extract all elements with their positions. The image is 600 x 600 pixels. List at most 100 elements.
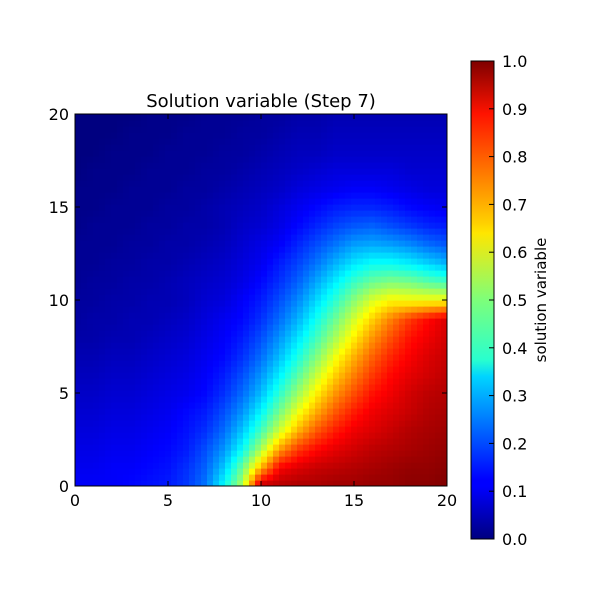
heatmap-cell: [177, 186, 184, 193]
heatmap-cell: [285, 180, 292, 187]
heatmap-cell: [333, 294, 340, 301]
heatmap-cell: [219, 126, 226, 133]
heatmap-cell: [189, 330, 196, 337]
heatmap-cell: [315, 162, 322, 169]
heatmap-cell: [93, 276, 100, 283]
heatmap-cell: [393, 120, 400, 127]
heatmap-cell: [363, 366, 370, 373]
heatmap-cell: [165, 366, 172, 373]
heatmap-cell: [399, 360, 406, 367]
heatmap-cell: [87, 276, 94, 283]
heatmap-cell: [255, 480, 262, 486]
heatmap-cell: [429, 228, 436, 235]
colorbar-axis: 0.00.10.20.30.40.50.60.70.80.91.0: [489, 52, 527, 549]
heatmap-cell: [279, 354, 286, 361]
heatmap-cell: [387, 456, 394, 463]
heatmap-cell: [411, 246, 418, 253]
heatmap-cell: [351, 228, 358, 235]
heatmap-cell: [411, 300, 418, 307]
heatmap-cell: [201, 384, 208, 391]
heatmap-cell: [303, 384, 310, 391]
heatmap-cell: [117, 414, 124, 421]
heatmap-cell: [375, 306, 382, 313]
heatmap-cell: [411, 270, 418, 277]
heatmap-cell: [393, 192, 400, 199]
heatmap-cell: [291, 204, 298, 211]
heatmap-cell: [273, 336, 280, 343]
heatmap-cell: [207, 474, 214, 481]
heatmap-cell: [369, 282, 376, 289]
heatmap-cell: [249, 468, 256, 475]
heatmap-cell: [267, 330, 274, 337]
heatmap-cell: [231, 342, 238, 349]
heatmap-cell: [165, 138, 172, 145]
heatmap-cell: [117, 156, 124, 163]
heatmap-cell: [147, 156, 154, 163]
heatmap-cell: [381, 258, 388, 265]
heatmap-cell: [369, 204, 376, 211]
heatmap-cell: [153, 414, 160, 421]
heatmap-cell: [429, 174, 436, 181]
heatmap-cell: [237, 132, 244, 139]
heatmap-cell: [309, 408, 316, 415]
heatmap-cell: [351, 390, 358, 397]
heatmap-cell: [309, 192, 316, 199]
heatmap-cell: [303, 396, 310, 403]
heatmap-cell: [315, 294, 322, 301]
heatmap-cell: [195, 312, 202, 319]
heatmap-cell: [201, 420, 208, 427]
heatmap-cell: [267, 138, 274, 145]
heatmap-cell: [285, 228, 292, 235]
heatmap-cell: [303, 270, 310, 277]
heatmap-cell: [327, 456, 334, 463]
heatmap-cell: [333, 216, 340, 223]
heatmap-cell: [231, 420, 238, 427]
heatmap-cell: [111, 420, 118, 427]
heatmap-cell: [309, 282, 316, 289]
heatmap-cell: [267, 438, 274, 445]
heatmap-cell: [93, 192, 100, 199]
heatmap-cell: [387, 210, 394, 217]
heatmap-cell: [81, 270, 88, 277]
heatmap-cell: [399, 138, 406, 145]
heatmap-cell: [285, 366, 292, 373]
heatmap-cell: [303, 126, 310, 133]
heatmap-cell: [171, 438, 178, 445]
heatmap-cell: [309, 270, 316, 277]
heatmap-cell: [357, 480, 364, 486]
heatmap-cell: [171, 132, 178, 139]
heatmap-cell: [201, 474, 208, 481]
heatmap-cell: [327, 312, 334, 319]
heatmap-cell: [423, 246, 430, 253]
x-tick-label: 20: [437, 491, 457, 510]
heatmap-cell: [87, 450, 94, 457]
heatmap-cell: [207, 462, 214, 469]
heatmap-cell: [249, 444, 256, 451]
heatmap-cell: [357, 324, 364, 331]
heatmap-cell: [405, 192, 412, 199]
heatmap-cell: [327, 204, 334, 211]
heatmap-cell: [135, 426, 142, 433]
heatmap-cell: [375, 252, 382, 259]
heatmap-cell: [321, 132, 328, 139]
heatmap-cell: [243, 288, 250, 295]
heatmap-cell: [339, 222, 346, 229]
heatmap-cell: [99, 348, 106, 355]
heatmap-cell: [93, 366, 100, 373]
heatmap-cell: [393, 402, 400, 409]
heatmap-cell: [111, 246, 118, 253]
heatmap-cell: [255, 234, 262, 241]
heatmap-cell: [345, 252, 352, 259]
heatmap-cell: [111, 414, 118, 421]
heatmap-cell: [219, 162, 226, 169]
heatmap-cell: [153, 204, 160, 211]
heatmap-cell: [273, 294, 280, 301]
heatmap-cell: [285, 336, 292, 343]
heatmap-cell: [303, 138, 310, 145]
heatmap-cell: [423, 456, 430, 463]
heatmap-cell: [351, 396, 358, 403]
heatmap-cell: [225, 300, 232, 307]
heatmap-cell: [75, 396, 82, 403]
heatmap-cell: [75, 360, 82, 367]
heatmap-cell: [423, 354, 430, 361]
